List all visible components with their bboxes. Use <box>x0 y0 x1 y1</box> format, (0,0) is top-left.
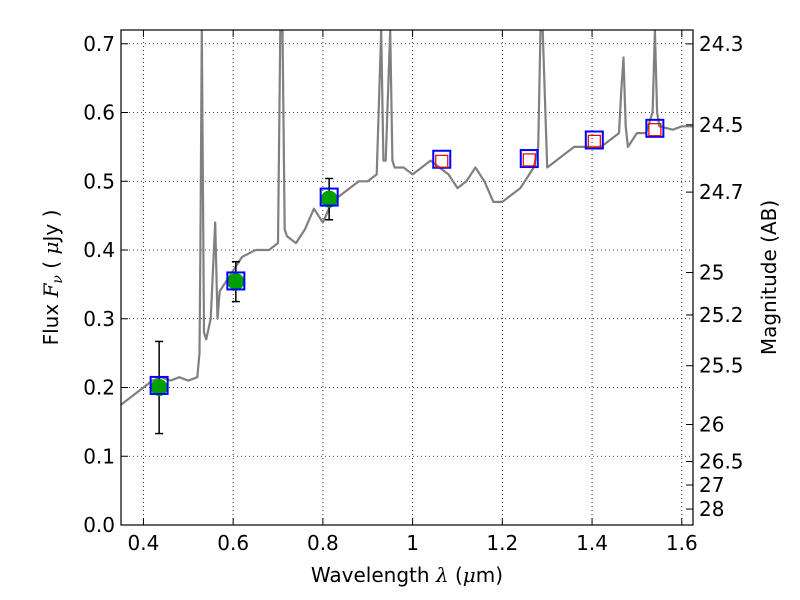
model-square-blue <box>584 130 604 150</box>
y-axis-label-symbol: F <box>39 282 63 298</box>
x-axis-label-symbol: λ <box>435 563 449 587</box>
y-axis-label-unit-open: ( <box>39 255 63 269</box>
y-tick-label: 0.7 <box>83 32 115 56</box>
y-tick-label: 0.2 <box>83 376 115 400</box>
right-tick-label: 28 <box>699 497 724 521</box>
x-tick-label: 1.6 <box>666 531 698 555</box>
right-tick-label: 24.5 <box>699 113 744 137</box>
model-square-blue <box>226 271 246 291</box>
spectrum-line <box>121 30 693 406</box>
plot-frame <box>120 29 694 526</box>
tick-layer: 0.4 0.6 0.8 1 1.2 1.4 1.6 0.0 0.1 0.2 0.3 0.4 0.5 0.6… <box>83 30 744 555</box>
y-tick-label: 0.3 <box>83 307 115 331</box>
model-square-red <box>435 154 449 168</box>
model-square-red <box>587 134 601 148</box>
right-tick-label: 24.7 <box>699 180 744 204</box>
right-tick-label: 26.5 <box>699 450 744 474</box>
y-axis-label-prefix: Flux <box>39 304 63 346</box>
observed-point <box>227 273 245 291</box>
x-tick-label: 0.6 <box>217 531 249 555</box>
x-axis-label-unit-open: ( <box>455 563 463 587</box>
y-tick-label: 0.0 <box>83 513 115 537</box>
y-axis-label: Flux Fν ( μJy ) <box>39 210 66 346</box>
x-axis-label-prefix: Wavelength <box>311 563 430 587</box>
right-tick-label: 27 <box>699 473 724 497</box>
model-square-blue <box>519 149 539 169</box>
y-tick-label: 0.1 <box>83 444 115 468</box>
x-axis-label: Wavelength λ (μm) <box>311 563 503 587</box>
y-axis-label-subscript: ν <box>50 275 66 284</box>
right-tick-label: 25.2 <box>699 303 744 327</box>
spectrum-layer <box>121 30 693 406</box>
x-tick-label: 1.4 <box>576 531 608 555</box>
y-tick-label: 0.6 <box>83 101 115 125</box>
right-tick-label: 24.3 <box>699 32 744 56</box>
right-tick-label: 25 <box>699 260 724 284</box>
right-tick-label: 26 <box>699 412 724 436</box>
x-axis-label-unit-mu: μ <box>463 563 476 587</box>
model-square-red <box>648 123 662 137</box>
model-square-blue <box>645 118 665 138</box>
x-axis-label-unit-rest: m) <box>476 563 503 587</box>
right-tick-label: 25.5 <box>699 354 744 378</box>
x-tick-label: 0.8 <box>307 531 339 555</box>
model-square-blue <box>319 187 339 207</box>
y-tick-label: 0.5 <box>83 169 115 193</box>
y-axis-label-unit-mu: μ <box>39 242 63 255</box>
y-axis-label-unit-rest: Jy ) <box>39 210 63 244</box>
right-axis-label: Magnitude (AB) <box>757 200 781 355</box>
x-tick-label: 1 <box>406 531 419 555</box>
x-tick-label: 1.2 <box>486 531 518 555</box>
marker-layer <box>149 118 665 435</box>
model-square-red <box>522 153 536 167</box>
grid <box>121 30 693 526</box>
x-tick-label: 0.4 <box>128 531 160 555</box>
model-square-blue <box>149 375 169 395</box>
y-tick-label: 0.4 <box>83 238 115 262</box>
